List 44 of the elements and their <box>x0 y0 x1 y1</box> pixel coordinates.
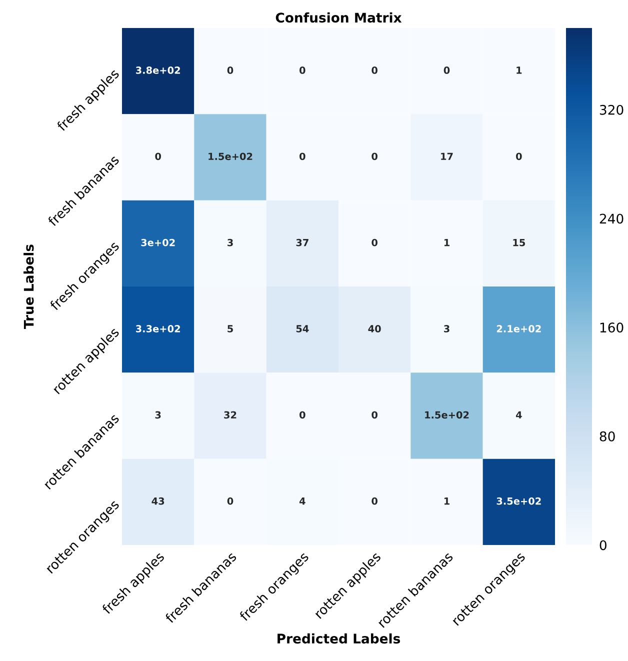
data-label: 1.5e+02 <box>425 411 469 419</box>
data-label: 0 <box>300 411 306 419</box>
data-label: 40 <box>368 325 381 332</box>
data-label: 2.1e+02 <box>496 325 541 332</box>
data-label: 0 <box>155 152 161 160</box>
data-label: 1 <box>444 498 450 505</box>
data-label: 54 <box>296 325 309 332</box>
data-label: 1 <box>444 239 450 246</box>
data-label: 3e+02 <box>141 238 175 246</box>
data-label: 5 <box>228 325 233 332</box>
chart-title: Confusion Matrix <box>276 12 402 23</box>
color-bar-label: 240 <box>600 214 624 224</box>
data-label: 0 <box>300 66 306 74</box>
color-bar-label: 0 <box>600 540 606 550</box>
color-bar-label: 80 <box>600 431 615 442</box>
data-label: 0 <box>372 497 378 505</box>
data-label: 15 <box>513 239 525 246</box>
data-label: 3 <box>155 411 161 419</box>
data-label: 0 <box>372 238 378 246</box>
data-label: 3.5e+02 <box>496 497 541 505</box>
data-label: 43 <box>152 497 164 505</box>
data-label: 4 <box>516 411 522 418</box>
data-label: 3.8e+02 <box>136 66 180 74</box>
data-label: 0 <box>227 66 234 74</box>
data-label: 0 <box>300 152 306 160</box>
data-label: 1 <box>516 66 522 74</box>
color-bar-label: 320 <box>600 104 624 115</box>
data-label: 0 <box>444 66 450 74</box>
data-label: 3 <box>228 238 233 246</box>
data-label: 37 <box>296 238 308 246</box>
data-label: 0 <box>372 152 378 160</box>
data-label: 1.5e+02 <box>208 152 252 160</box>
data-label: 3 <box>444 325 450 332</box>
color-bar-label: 160 <box>600 322 624 333</box>
data-label: 0 <box>372 66 378 74</box>
x-axis-title: Predicted Labels <box>278 633 400 644</box>
data-label: 3.3e+02 <box>136 325 180 332</box>
data-label: 17 <box>441 152 453 160</box>
data-label: 32 <box>224 411 236 419</box>
data-label: 0 <box>516 152 522 160</box>
data-label: 0 <box>227 497 234 505</box>
data-label: 4 <box>299 498 306 505</box>
y-axis-title: True Labels <box>24 244 34 329</box>
data-label: 0 <box>372 411 378 419</box>
